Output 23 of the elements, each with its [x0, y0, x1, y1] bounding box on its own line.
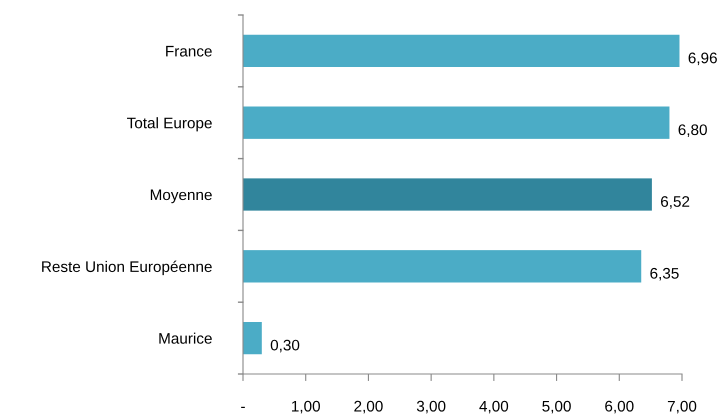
- data-label: 6,96: [688, 52, 717, 66]
- x-tick-label: 3,00: [416, 400, 446, 414]
- bar: [243, 178, 652, 211]
- data-label: 6,35: [650, 268, 679, 281]
- data-label: 0,30: [270, 340, 300, 352]
- x-tick-label: 7,00: [668, 400, 696, 414]
- y-tick-label: Moyenne: [150, 190, 212, 204]
- y-tick-label: France: [166, 46, 212, 57]
- x-tick-label: -: [241, 406, 245, 408]
- bar: [243, 250, 642, 282]
- x-tick-label: 5,00: [542, 400, 571, 414]
- x-tick-label: 4,00: [479, 400, 508, 414]
- y-tick-label: Maurice: [159, 332, 212, 344]
- bar: [243, 34, 680, 68]
- bar: [243, 322, 262, 354]
- x-tick-label: 6,00: [605, 400, 634, 414]
- data-label: 6,52: [661, 196, 690, 209]
- y-tick-label: Total Europe: [127, 117, 212, 132]
- x-tick-label: 1,00: [292, 400, 320, 414]
- data-label: 6,80: [678, 124, 707, 137]
- bar: [243, 106, 670, 139]
- x-tick-label: 2,00: [354, 400, 383, 414]
- y-tick-label: Reste Union Européenne: [42, 260, 212, 276]
